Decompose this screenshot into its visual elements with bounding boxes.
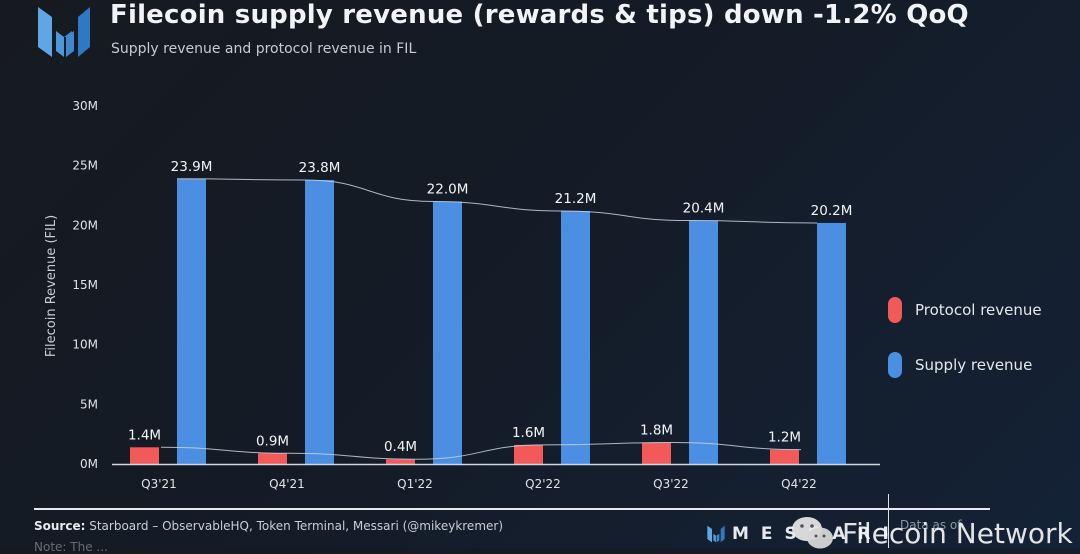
watermark-text: Filecoin Network xyxy=(842,516,1073,550)
protocol-data-label: 1.2M xyxy=(768,430,801,446)
protocol-revenue-bar xyxy=(258,453,287,464)
supply-data-label: 20.2M xyxy=(811,203,853,219)
y-axis-label: Filecoin Revenue (FIL) xyxy=(44,215,59,357)
supply-revenue-bar xyxy=(689,220,718,464)
supply-revenue-bar xyxy=(561,211,590,464)
supply-data-label: 21.2M xyxy=(555,191,597,207)
wechat-watermark: Filecoin Network xyxy=(790,514,1073,552)
protocol-revenue-bar xyxy=(130,447,159,464)
legend-swatch-protocol xyxy=(888,297,902,323)
footer-divider xyxy=(34,508,990,510)
source-label: Source: xyxy=(34,519,86,533)
protocol-revenue-bar xyxy=(386,459,415,464)
data-as-of: Data as of xyxy=(900,518,962,532)
x-tick-label: Q1'22 xyxy=(397,477,433,491)
wechat-icon xyxy=(792,517,833,549)
y-axis: 0M 5M 10M 15M 20M 25M 30M xyxy=(72,99,98,471)
source-text: Source: Starboard – ObservableHQ, Token … xyxy=(34,519,503,533)
legend-item-protocol-revenue[interactable]: Protocol revenue xyxy=(888,296,1042,324)
chart-subtitle: Supply revenue and protocol revenue in F… xyxy=(111,41,417,57)
supply-revenue-bar xyxy=(305,179,334,464)
supply-revenue-bar xyxy=(433,201,462,464)
protocol-revenue-bar xyxy=(514,444,543,464)
messari-small-logo-icon xyxy=(707,525,725,543)
supply-data-label: 23.9M xyxy=(171,159,213,175)
y-tick-label: 25M xyxy=(72,159,98,173)
messari-logo-icon xyxy=(38,7,90,57)
bar-chart: 0M 5M 10M 15M 20M 25M 30M Filecoin Revenue (FI… xyxy=(44,99,880,491)
chart-title: Filecoin supply revenue (rewards & tips)… xyxy=(110,0,969,30)
supply-revenue-bar xyxy=(177,178,206,464)
x-tick-label: Q4'21 xyxy=(269,477,305,491)
supply-data-label: 20.4M xyxy=(683,201,725,217)
protocol-data-label: 1.6M xyxy=(512,425,545,441)
x-tick-label: Q4'22 xyxy=(781,477,817,491)
y-tick-label: 10M xyxy=(72,338,98,352)
data-labels: 1.4M 0.9M 0.4M 1.6M 1.8M 1.2M 23.9M 23.8M 22.0M 2… xyxy=(128,159,852,455)
legend-swatch-supply xyxy=(888,352,902,378)
protocol-revenue-bar xyxy=(770,449,799,464)
trendlines xyxy=(160,178,818,460)
protocol-data-label: 0.4M xyxy=(384,439,417,455)
x-axis: Q3'21 Q4'21 Q1'22 Q2'22 Q3'22 Q4'22 xyxy=(141,477,817,491)
bars xyxy=(130,178,846,464)
legend: Protocol revenue Supply revenue xyxy=(888,296,1042,406)
legend-label: Supply revenue xyxy=(915,356,1033,374)
source-value: Starboard – ObservableHQ, Token Terminal… xyxy=(85,519,504,533)
x-tick-label: Q3'22 xyxy=(653,477,689,491)
y-tick-label: 20M xyxy=(72,218,98,232)
x-tick-label: Q3'21 xyxy=(141,477,177,491)
supply-data-label: 22.0M xyxy=(427,181,469,197)
footer-vertical-divider xyxy=(888,494,889,548)
protocol-trendline xyxy=(160,442,802,460)
y-tick-label: 5M xyxy=(80,397,98,411)
protocol-data-label: 0.9M xyxy=(256,433,289,449)
supply-trendline xyxy=(176,178,818,224)
legend-label: Protocol revenue xyxy=(915,301,1042,319)
y-tick-label: 30M xyxy=(72,99,98,113)
supply-data-label: 23.8M xyxy=(299,160,341,176)
x-tick-label: Q2'22 xyxy=(525,477,561,491)
protocol-data-label: 1.8M xyxy=(640,423,673,439)
y-tick-label: 15M xyxy=(72,278,98,292)
y-tick-label: 0M xyxy=(80,457,98,471)
legend-item-supply-revenue[interactable]: Supply revenue xyxy=(888,351,1042,379)
protocol-revenue-bar xyxy=(642,442,671,464)
protocol-data-label: 1.4M xyxy=(128,427,161,443)
note-text: Note: The ... xyxy=(34,540,108,554)
supply-revenue-bar xyxy=(817,222,846,464)
